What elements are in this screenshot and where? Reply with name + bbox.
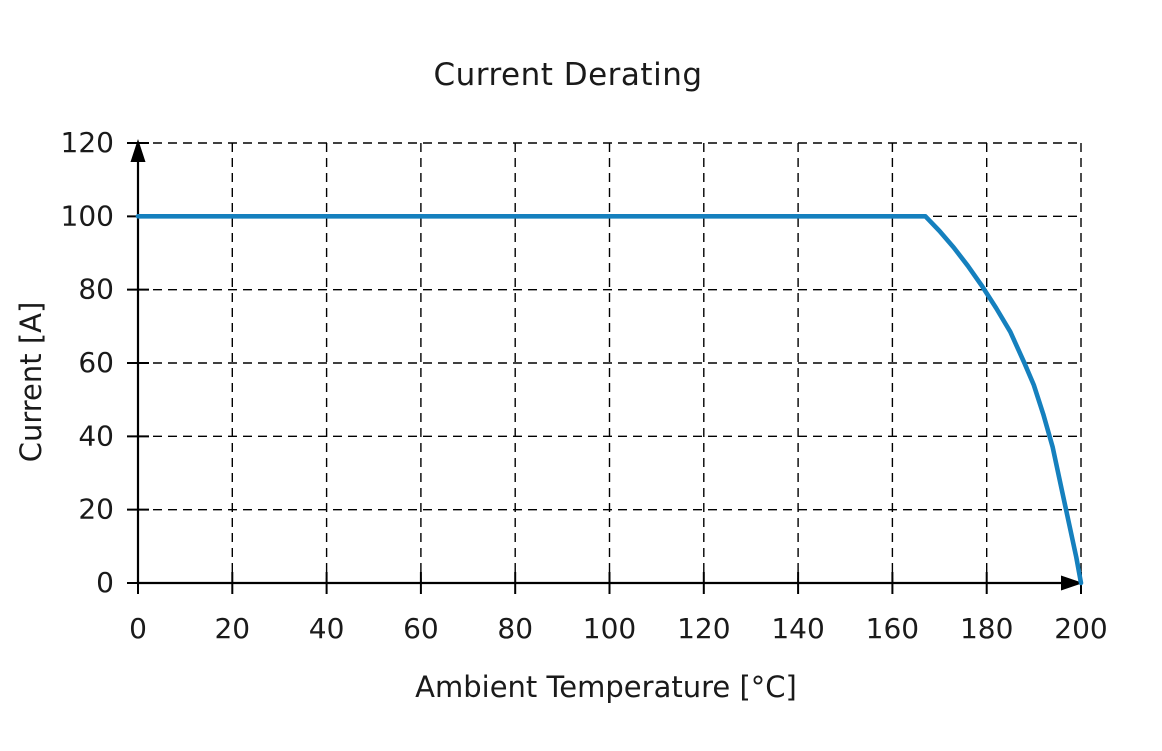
gridlines <box>138 142 1082 583</box>
x-tick-label: 60 <box>403 612 439 645</box>
x-tick-label: 140 <box>771 612 824 645</box>
y-axis-arrow-icon <box>130 139 146 162</box>
x-tick-labels: 0 20 40 60 80 100 120 140 160 180 200 <box>129 612 1108 645</box>
x-tick-label: 200 <box>1054 612 1107 645</box>
y-axis-label: Current [A] <box>14 302 48 463</box>
x-tick-label: 160 <box>866 612 919 645</box>
x-tick-label: 100 <box>583 612 636 645</box>
y-tick-label: 40 <box>78 419 114 452</box>
x-tick-label: 120 <box>677 612 730 645</box>
y-tick-label: 120 <box>61 126 114 159</box>
x-tick-label: 0 <box>129 612 147 645</box>
y-tick-label: 0 <box>96 566 114 599</box>
chart-title: Current Derating <box>433 57 702 93</box>
y-tick-label: 80 <box>78 273 114 306</box>
x-axis-arrow-icon <box>1061 575 1083 591</box>
y-tick-labels: 0 20 40 60 80 100 120 <box>61 126 114 599</box>
y-tick-label: 60 <box>78 346 114 379</box>
y-tick-label: 20 <box>78 493 114 526</box>
x-tick-label: 20 <box>214 612 250 645</box>
x-axis-label: Ambient Temperature [°C] <box>415 670 797 704</box>
x-tick-label: 180 <box>960 612 1013 645</box>
x-tick-label: 80 <box>497 612 533 645</box>
derating-curve <box>135 214 1084 586</box>
x-tick-label: 40 <box>309 612 345 645</box>
y-tick-label: 100 <box>61 199 114 232</box>
tick-marks <box>127 142 1082 594</box>
